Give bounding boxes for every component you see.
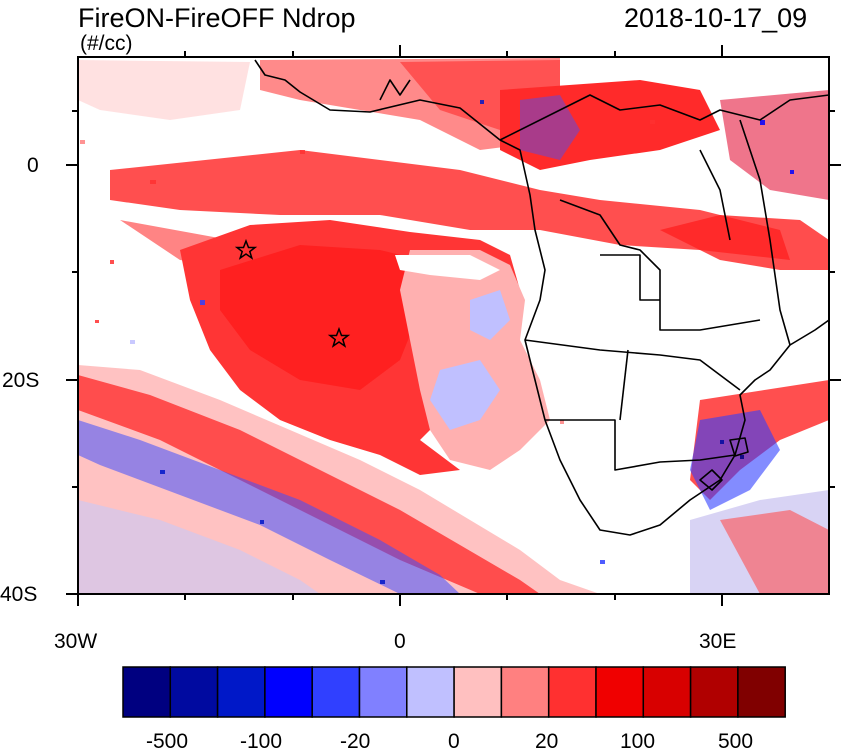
colorbar-swatch xyxy=(595,666,645,718)
colorbar-swatch xyxy=(311,666,361,718)
colorbar-swatch xyxy=(500,666,550,718)
colorbar-swatch xyxy=(547,666,597,718)
map-frame xyxy=(77,56,830,595)
field-north-band xyxy=(78,58,829,200)
colorbar-swatch xyxy=(358,666,408,718)
colorbar-label: -20 xyxy=(340,730,371,753)
lon-label-30e: 30E xyxy=(699,630,737,653)
field-southern-bands xyxy=(78,95,829,594)
field-smoke-plume xyxy=(180,220,550,475)
star-marker-2 xyxy=(327,326,351,348)
colorbar-label: 100 xyxy=(620,730,656,753)
coastlines-and-borders xyxy=(254,59,829,536)
star-marker-1 xyxy=(234,238,258,260)
lon-label-0: 0 xyxy=(394,630,406,653)
colorbar-label: -100 xyxy=(240,730,283,753)
colorbar-swatch xyxy=(453,666,503,718)
field-speckle xyxy=(80,100,794,584)
colorbar-swatch xyxy=(406,666,455,718)
lat-label-20s: 20S xyxy=(2,369,40,392)
map-datetime: 2018-10-17_09 xyxy=(624,3,808,33)
colorbar-label: 500 xyxy=(718,730,754,753)
lon-label-30w: 30W xyxy=(54,630,98,653)
map-title: FireON-FireOFF Ndrop xyxy=(78,3,356,33)
colorbar-swatch xyxy=(122,666,172,718)
colorbar-label: -500 xyxy=(146,730,189,753)
colorbar-label: 0 xyxy=(448,730,460,753)
colorbar-swatch xyxy=(689,666,739,718)
colorbar xyxy=(122,666,786,718)
colorbar-swatch xyxy=(169,666,219,718)
colorbar-swatch xyxy=(737,666,786,718)
colorbar-swatch xyxy=(264,666,313,718)
lat-label-40s: 40S xyxy=(0,583,38,606)
axis-ticks xyxy=(66,45,841,606)
units-label: (#/cc) xyxy=(80,32,133,55)
colorbar-swatch xyxy=(642,666,692,718)
lat-label-0: 0 xyxy=(27,154,39,177)
colorbar-swatch xyxy=(216,666,266,718)
map-plot-area xyxy=(78,57,829,594)
colorbar-label: 20 xyxy=(535,730,559,753)
